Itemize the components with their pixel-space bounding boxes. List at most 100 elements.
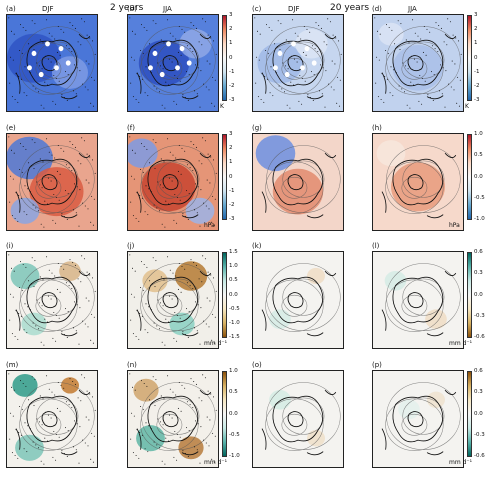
polar-map (373, 371, 463, 467)
colorbar-tick-label: 1 (229, 159, 233, 166)
colorbar-tick-label: -2 (229, 82, 235, 89)
colorbar (467, 252, 472, 338)
colorbar-tick-label: -0.6 (474, 453, 485, 459)
colorbar-tick-label: 0.5 (229, 277, 238, 284)
colorbar-tick-label: -0.5 (474, 194, 485, 201)
map-panel (252, 370, 344, 468)
header-2-years: 2 years (110, 3, 144, 13)
colorbar-tick-label: 0.0 (474, 291, 483, 298)
polar-map (253, 252, 343, 348)
panel-label: (p) (372, 361, 382, 369)
polar-map (128, 134, 218, 230)
polar-map (373, 15, 463, 111)
colorbar (222, 134, 227, 220)
column-title: JJA (408, 5, 417, 13)
panel-label: (j) (127, 242, 135, 250)
map-panel (372, 133, 464, 231)
column-title: JJA (163, 5, 172, 13)
polar-map (7, 371, 97, 467)
colorbar-tick-label: -0.6 (474, 334, 485, 340)
map-panel (372, 14, 464, 112)
colorbar-tick-label: -2 (229, 201, 235, 208)
panel-label: (b) (127, 5, 137, 13)
colorbar (222, 371, 227, 457)
colorbar-tick-label: 3 (229, 12, 233, 18)
colorbar-tick-label: 0.0 (229, 410, 238, 417)
column-title: DJF (42, 5, 54, 13)
colorbar-tick-label: 0 (229, 173, 233, 180)
map-panel (6, 251, 98, 349)
colorbar-unit: mm d⁻¹ (449, 459, 472, 466)
colorbar-tick-label: 0.6 (474, 249, 483, 255)
panel-label: (k) (252, 242, 262, 250)
colorbar-tick-label: 1.0 (229, 368, 238, 374)
colorbar-tick-label: -2 (474, 82, 480, 89)
map-panel (252, 14, 344, 112)
colorbar-tick-label: -1 (229, 187, 235, 194)
colorbar-tick-label: -1.5 (229, 334, 240, 340)
panel-label: (n) (127, 361, 137, 369)
panel-label: (i) (6, 242, 14, 250)
colorbar-tick-label: -1.0 (229, 319, 240, 326)
colorbar-unit: mm d⁻¹ (449, 340, 472, 347)
colorbar (467, 371, 472, 457)
colorbar-tick-label: 0 (474, 54, 478, 61)
panel-label: (l) (372, 242, 380, 250)
colorbar-unit: hPa (449, 222, 460, 229)
colorbar-tick-label: -1 (474, 68, 480, 75)
colorbar-tick-label: 0.5 (229, 389, 238, 396)
colorbar-tick-label: -0.3 (474, 431, 485, 438)
colorbar-tick-label: -1 (229, 68, 235, 75)
panel-label: (c) (252, 5, 262, 13)
colorbar-unit: hPa (204, 222, 215, 229)
polar-map (7, 252, 97, 348)
polar-map (128, 252, 218, 348)
colorbar (222, 15, 227, 101)
map-panel (127, 14, 219, 112)
map-panel (6, 133, 98, 231)
colorbar-tick-label: 1.0 (474, 131, 483, 137)
colorbar (467, 15, 472, 101)
map-panel (127, 133, 219, 231)
colorbar-unit: mm d⁻¹ (204, 459, 227, 466)
colorbar (222, 252, 227, 338)
map-panel (252, 251, 344, 349)
panel-label: (e) (6, 124, 16, 132)
colorbar-tick-label: -1.0 (474, 216, 485, 222)
polar-map (373, 252, 463, 348)
panel-label: (d) (372, 5, 382, 13)
colorbar-unit: K (220, 103, 224, 110)
colorbar-tick-label: 1 (474, 40, 478, 47)
colorbar-tick-label: 2 (229, 26, 233, 33)
polar-map (7, 134, 97, 230)
colorbar-tick-label: 0.3 (474, 270, 483, 277)
colorbar-tick-label: -3 (229, 97, 235, 103)
map-panel (6, 370, 98, 468)
polar-map (253, 15, 343, 111)
colorbar-tick-label: 2 (474, 26, 478, 33)
panel-label: (a) (6, 5, 16, 13)
panel-label: (o) (252, 361, 262, 369)
colorbar-tick-label: -0.5 (229, 305, 240, 312)
colorbar-tick-label: -0.5 (229, 431, 240, 438)
colorbar-tick-label: 1.5 (229, 249, 238, 255)
map-panel (252, 133, 344, 231)
colorbar (467, 134, 472, 220)
panel-label: (m) (6, 361, 19, 369)
polar-map (253, 371, 343, 467)
colorbar-tick-label: 0.5 (474, 152, 483, 159)
colorbar-tick-label: 1.0 (229, 263, 238, 270)
colorbar-tick-label: 1 (229, 40, 233, 47)
colorbar-tick-label: 0 (229, 54, 233, 61)
colorbar-tick-label: 0.3 (474, 389, 483, 396)
colorbar-unit: K (465, 103, 469, 110)
colorbar-unit: mm d⁻¹ (204, 340, 227, 347)
colorbar-tick-label: 0.6 (474, 368, 483, 374)
map-panel (6, 14, 98, 112)
panel-label: (g) (252, 124, 262, 132)
colorbar-tick-label: -0.3 (474, 312, 485, 319)
header-20-years: 20 years (330, 3, 370, 13)
colorbar-tick-label: -3 (474, 97, 480, 103)
polar-map (128, 371, 218, 467)
colorbar-tick-label: 0.0 (474, 173, 483, 180)
